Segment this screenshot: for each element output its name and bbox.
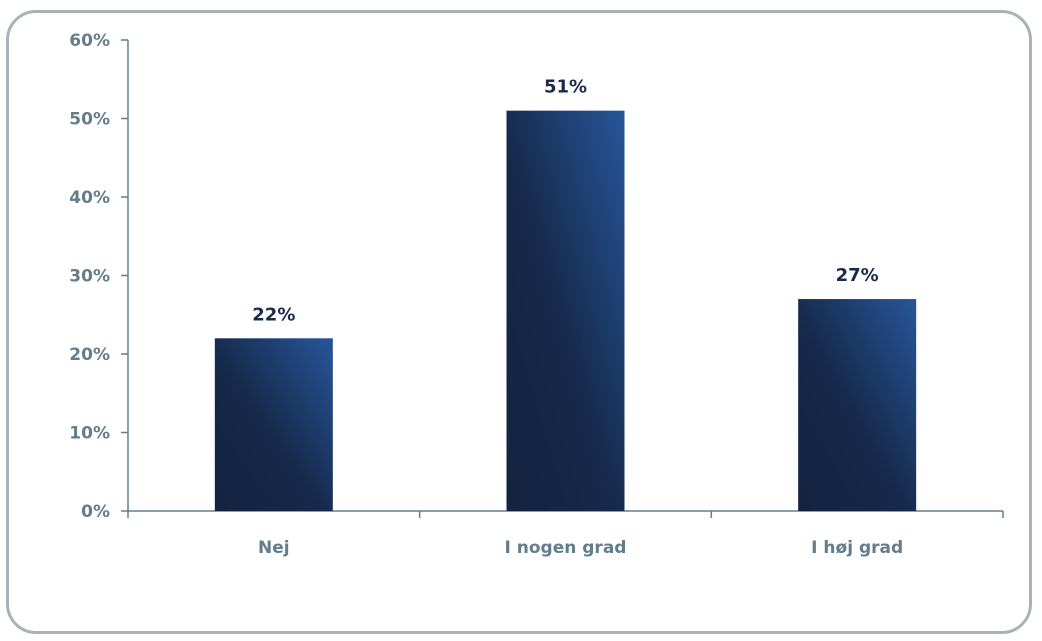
- y-tick-label: 20%: [69, 345, 110, 365]
- bar-2: [506, 110, 625, 512]
- y-tick-label: 30%: [69, 267, 110, 287]
- bars: [214, 110, 917, 512]
- bar-1: [214, 338, 333, 511]
- bar-value-label: 22%: [252, 304, 295, 325]
- y-tick-label: 50%: [69, 110, 110, 130]
- bar-value-label: 51%: [544, 77, 587, 98]
- y-tick-label: 40%: [69, 188, 110, 208]
- x-category-label: I nogen grad: [505, 538, 627, 558]
- bar-value-label: 27%: [836, 265, 879, 286]
- bar-3: [798, 299, 917, 511]
- y-tick-label: 60%: [69, 31, 110, 51]
- labels: 22% Nej 51% I nogen grad 27% I høj grad: [252, 77, 903, 558]
- x-category-label: I høj grad: [811, 538, 903, 558]
- x-category-label: Nej: [258, 538, 290, 558]
- y-tick-label: 10%: [69, 424, 110, 444]
- y-tick-label: 0%: [81, 502, 110, 522]
